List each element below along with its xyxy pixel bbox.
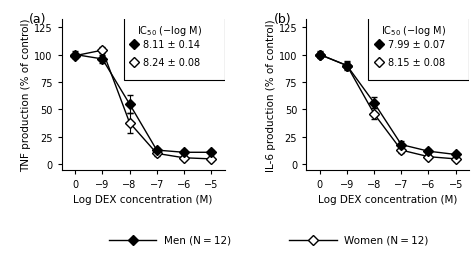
Text: Women (N = 12): Women (N = 12)	[344, 235, 428, 245]
X-axis label: Log DEX concentration (M): Log DEX concentration (M)	[318, 195, 457, 205]
X-axis label: Log DEX concentration (M): Log DEX concentration (M)	[73, 195, 213, 205]
Text: (b): (b)	[273, 13, 291, 26]
Y-axis label: TNF production (% of control): TNF production (% of control)	[21, 19, 31, 172]
Y-axis label: IL-6 production (% of control): IL-6 production (% of control)	[266, 19, 276, 171]
Text: IC$_{50}$ (−log M): IC$_{50}$ (−log M)	[137, 24, 202, 38]
Text: 8.15 ± 0.08: 8.15 ± 0.08	[388, 58, 445, 68]
Text: 7.99 ± 0.07: 7.99 ± 0.07	[388, 40, 445, 50]
Text: IC$_{50}$ (−log M): IC$_{50}$ (−log M)	[381, 24, 447, 38]
Text: (a): (a)	[29, 13, 46, 26]
Text: 8.24 ± 0.08: 8.24 ± 0.08	[143, 58, 201, 68]
Text: Men (N = 12): Men (N = 12)	[164, 235, 231, 245]
Text: 8.11 ± 0.14: 8.11 ± 0.14	[143, 40, 200, 50]
FancyBboxPatch shape	[368, 17, 469, 80]
FancyBboxPatch shape	[124, 17, 225, 80]
